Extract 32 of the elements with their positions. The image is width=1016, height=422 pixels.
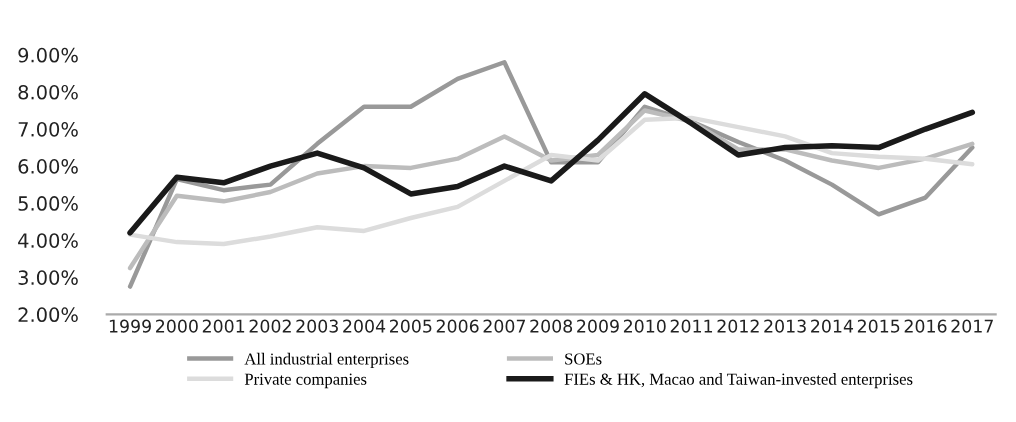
x-tick-label: 2000 bbox=[156, 319, 198, 333]
x-tick-label: 2006 bbox=[436, 319, 479, 333]
x-tick-label: 2007 bbox=[483, 319, 525, 333]
x-tick-label: 2003 bbox=[296, 319, 338, 333]
x-tick-label: 2005 bbox=[389, 319, 432, 333]
line-series bbox=[127, 115, 975, 247]
x-tick-label: 2013 bbox=[764, 319, 806, 333]
x-tick-label: 2008 bbox=[530, 319, 573, 333]
y-tick-label: 8.00% bbox=[18, 84, 78, 100]
y-tick-label: 9.00% bbox=[18, 47, 78, 63]
x-tick-label: 2004 bbox=[343, 319, 386, 333]
y-tick-label: 7.00% bbox=[18, 121, 78, 137]
y-tick-label: 4.00% bbox=[18, 233, 78, 248]
y-tick-label: 3.00% bbox=[18, 270, 78, 285]
y-tick-label: 2.00% bbox=[18, 307, 78, 323]
legend-label: Private companies bbox=[244, 373, 367, 389]
x-tick-label: 2002 bbox=[249, 319, 291, 333]
x-tick-label: 2001 bbox=[202, 319, 245, 333]
x-tick-label: 2009 bbox=[577, 319, 619, 333]
x-tick-label: 1999 bbox=[109, 319, 151, 333]
y-tick-label: 6.00% bbox=[18, 159, 78, 174]
x-tick-label: 2014 bbox=[811, 319, 854, 333]
x-tick-label: 2015 bbox=[857, 319, 900, 333]
x-tick-label: 2010 bbox=[623, 319, 666, 333]
x-tick-label: 2011 bbox=[670, 319, 713, 333]
legend-label: SOEs bbox=[565, 353, 602, 365]
x-tick-label: 2016 bbox=[904, 319, 947, 333]
legend-label: All industrial enterprises bbox=[244, 352, 409, 368]
legend-label: FIEs & HK, Macao and Taiwan-invested enterprises bbox=[564, 373, 913, 389]
x-tick-label: 2017 bbox=[951, 319, 993, 333]
x-tick-label: 2012 bbox=[717, 319, 759, 333]
y-tick-label: 5.00% bbox=[18, 196, 78, 211]
